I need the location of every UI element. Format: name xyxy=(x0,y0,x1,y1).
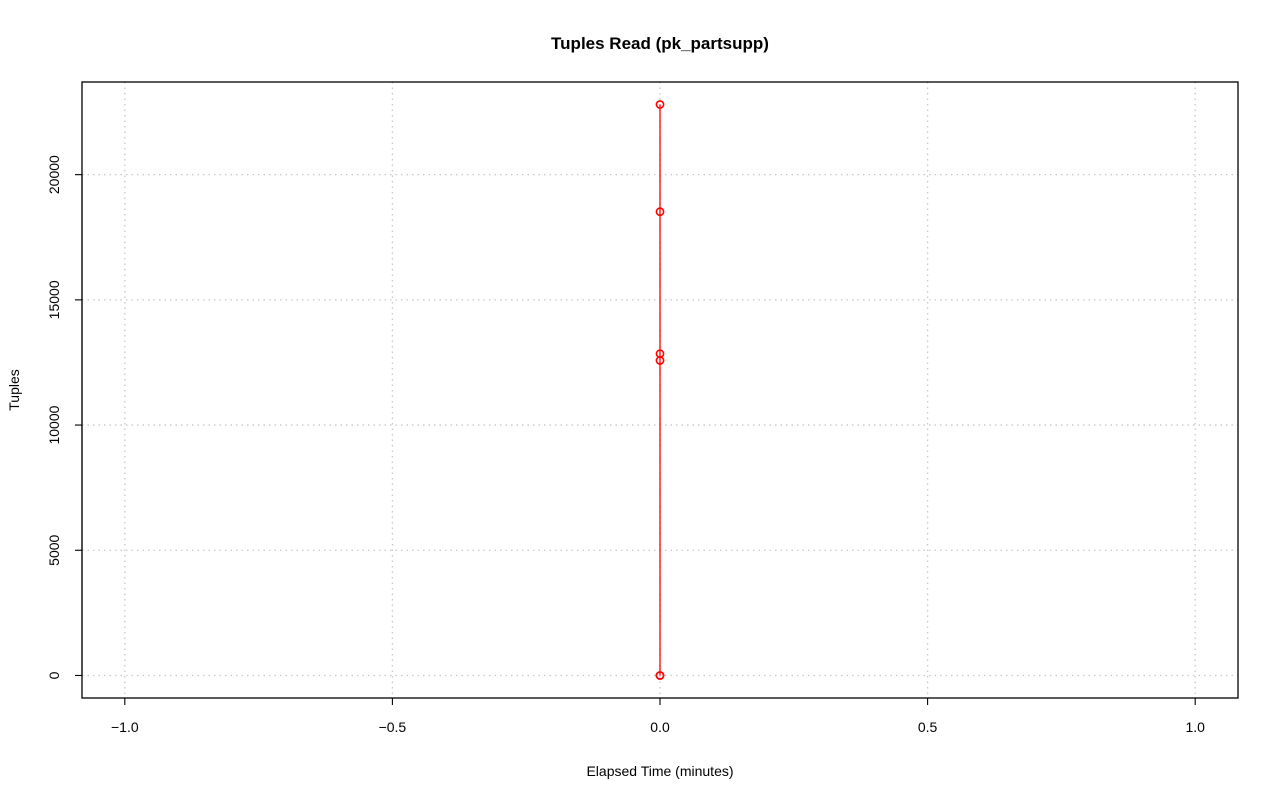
y-axis: 0 5000 10000 15000 20000 xyxy=(46,155,83,679)
y-tick-label: 0 xyxy=(46,671,62,679)
data-point xyxy=(655,671,665,680)
series-layer xyxy=(655,100,665,680)
y-axis-label: Tuples xyxy=(6,369,22,411)
y-tick-label: 10000 xyxy=(46,405,62,444)
x-tick-label: 1.0 xyxy=(1185,719,1205,735)
chart-title: Tuples Read (pk_partsupp) xyxy=(551,34,769,53)
x-tick-label: 0.0 xyxy=(650,719,670,735)
x-tick-label: 0.5 xyxy=(918,719,938,735)
data-point xyxy=(655,349,665,359)
data-point xyxy=(655,207,665,217)
y-tick-label: 20000 xyxy=(46,155,62,194)
x-axis-label: Elapsed Time (minutes) xyxy=(586,763,733,779)
data-point xyxy=(655,100,665,109)
y-tick-label: 5000 xyxy=(46,534,62,565)
x-tick-label: −1.0 xyxy=(111,719,139,735)
x-axis: −1.0 −0.5 0.0 0.5 1.0 xyxy=(111,697,1205,735)
y-tick-label: 15000 xyxy=(46,280,62,319)
x-tick-label: −0.5 xyxy=(379,719,407,735)
